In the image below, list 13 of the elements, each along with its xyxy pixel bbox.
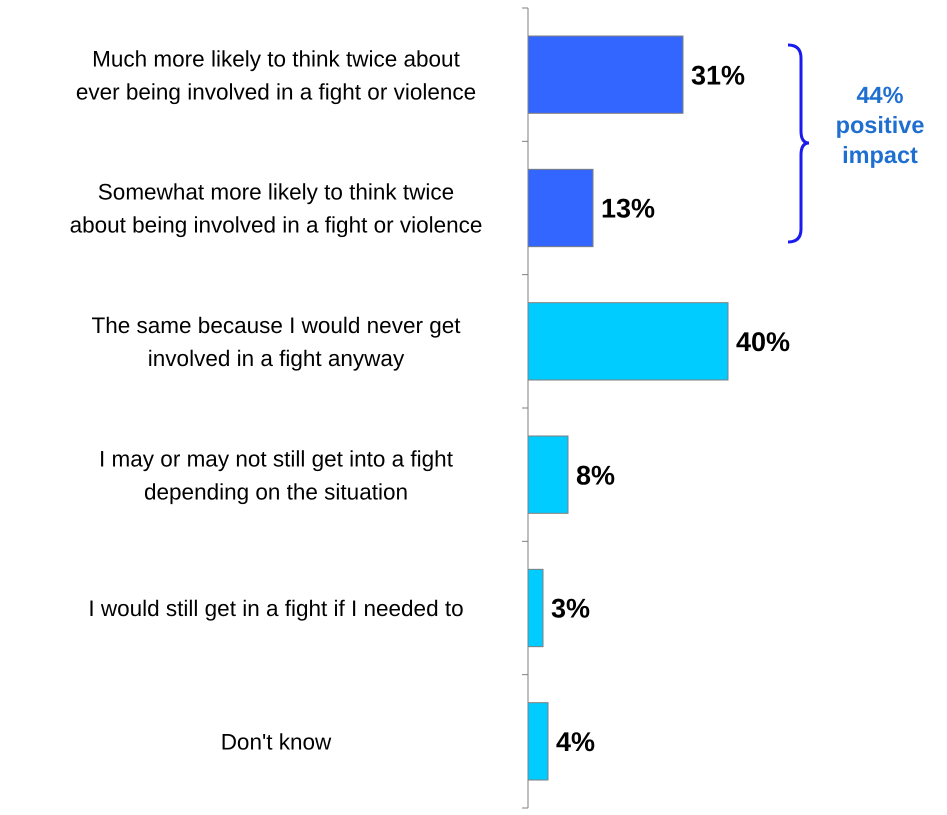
y-tick-label: The same because I would never get involved in a fight anyway (92, 312, 462, 371)
data-label: 40% (736, 327, 790, 358)
y-tick-label: Somewhat more likely to think twice about being involved in a fight or violence (70, 180, 482, 238)
y-tick-label: Much more likely to think twice about ever being involved in a fight or violence (76, 46, 476, 104)
data-label: 31% (691, 60, 746, 90)
data-label: 4% (556, 727, 596, 758)
text: 44% positive impact (836, 82, 924, 168)
y-tick-label: I would still get in a fight if I needed to (88, 596, 464, 622)
y-tick-label: Don't know (220, 729, 332, 754)
data-label: 8% (576, 460, 616, 490)
data-label: 3% (551, 594, 590, 624)
y-tick-label: I may or may not still get into a fight depending on the situation (99, 446, 454, 504)
data-label: 13% (601, 194, 656, 224)
